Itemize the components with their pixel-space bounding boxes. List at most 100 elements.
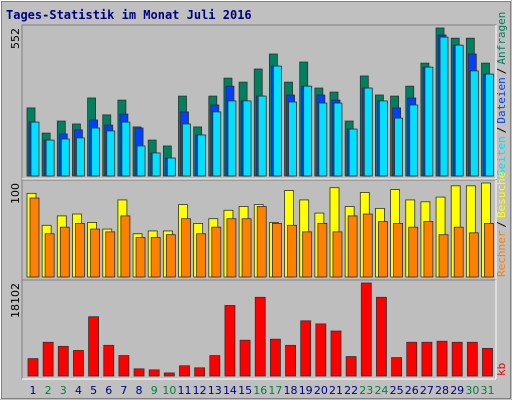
- bar: [315, 323, 327, 377]
- legend-separator: /: [495, 127, 508, 134]
- legend-entry: Anfragen: [495, 12, 508, 65]
- bar: [151, 152, 161, 177]
- x-tick-label: 1: [30, 384, 37, 397]
- bar: [409, 104, 419, 177]
- bar: [453, 226, 464, 278]
- x-tick-label: 21: [329, 384, 343, 397]
- bar: [436, 340, 448, 377]
- bar: [287, 224, 297, 278]
- bar: [438, 234, 449, 278]
- legend: Rechner / Besuche: [495, 172, 508, 277]
- x-tick-label: 12: [193, 384, 207, 397]
- x-tick-label: 14: [223, 384, 237, 397]
- legend: Seiten / Dateien / Anfragen: [495, 12, 508, 176]
- bar: [332, 231, 343, 278]
- y-tick-label: 18102: [9, 283, 22, 318]
- x-tick-label: 18: [284, 384, 298, 397]
- bar: [288, 101, 297, 177]
- x-tick-label: 31: [481, 384, 495, 397]
- bar: [269, 338, 281, 377]
- bar: [226, 218, 237, 278]
- legend-separator: /: [495, 221, 508, 228]
- bar: [424, 66, 434, 177]
- bar: [303, 85, 313, 177]
- x-tick-label: 20: [314, 384, 328, 397]
- bar: [105, 231, 116, 278]
- bar: [421, 341, 433, 377]
- bar: [394, 117, 404, 177]
- bar: [179, 365, 190, 377]
- bar: [181, 218, 191, 278]
- y-tick-label: 100: [9, 183, 22, 204]
- x-tick-label: 22: [344, 384, 358, 397]
- bar: [360, 282, 372, 377]
- bar: [347, 215, 358, 278]
- bar: [466, 341, 478, 377]
- bar: [148, 369, 160, 377]
- bar: [318, 102, 328, 177]
- x-tick-label: 29: [450, 384, 464, 397]
- bar: [333, 102, 343, 177]
- bar: [224, 305, 236, 377]
- x-tick-label: 13: [208, 384, 222, 397]
- bar: [42, 341, 54, 377]
- bar: [166, 157, 176, 177]
- bar: [254, 296, 266, 377]
- bar: [285, 344, 296, 377]
- bar: [30, 121, 40, 177]
- bar: [118, 355, 130, 377]
- legend-entry: Seiten: [495, 136, 508, 176]
- x-tick-label: 4: [75, 384, 82, 397]
- bar: [256, 206, 267, 278]
- bar: [485, 73, 494, 177]
- x-tick-label: 2: [45, 384, 52, 397]
- bar: [484, 223, 494, 278]
- bar: [182, 123, 191, 177]
- bar: [451, 341, 463, 377]
- bar: [317, 223, 328, 278]
- bar: [482, 348, 493, 377]
- x-tick-label: 3: [60, 384, 67, 397]
- bar: [59, 226, 70, 278]
- chart-title: Tages-Statistik im Monat Juli 2016: [6, 8, 252, 22]
- y-tick-label: 552: [9, 28, 22, 49]
- x-tick-label: 7: [120, 384, 127, 397]
- x-tick-label: 30: [465, 384, 479, 397]
- bar: [57, 345, 69, 377]
- bar: [29, 197, 40, 278]
- bar: [196, 233, 207, 278]
- x-tick-label: 26: [405, 384, 419, 397]
- bar: [469, 70, 479, 177]
- x-tick-label: 27: [420, 384, 434, 397]
- bar: [27, 358, 39, 377]
- x-tick-label: 19: [299, 384, 313, 397]
- bar: [45, 139, 55, 177]
- legend: kb: [495, 363, 508, 376]
- bar: [239, 339, 251, 377]
- bar: [76, 137, 85, 177]
- bar: [257, 95, 267, 177]
- bar: [197, 134, 207, 177]
- bar: [454, 44, 464, 177]
- bar: [135, 237, 146, 278]
- x-tick-label: 24: [374, 384, 388, 397]
- bar: [44, 233, 55, 278]
- bar: [211, 226, 222, 278]
- x-tick-label: 9: [151, 384, 158, 397]
- bar: [376, 296, 387, 377]
- bar: [121, 121, 131, 177]
- bar: [163, 372, 175, 377]
- bar: [439, 36, 449, 177]
- x-tick-label: 16: [253, 384, 267, 397]
- bar: [378, 221, 388, 278]
- bar: [227, 100, 237, 177]
- x-tick-label: 10: [162, 384, 176, 397]
- x-tick-label: 25: [390, 384, 404, 397]
- legend-entry: Rechner: [495, 230, 508, 277]
- legend-entry: Dateien: [495, 77, 508, 123]
- x-tick-label: 5: [90, 384, 97, 397]
- bar: [379, 100, 388, 177]
- bar: [408, 226, 419, 278]
- bar: [165, 234, 176, 278]
